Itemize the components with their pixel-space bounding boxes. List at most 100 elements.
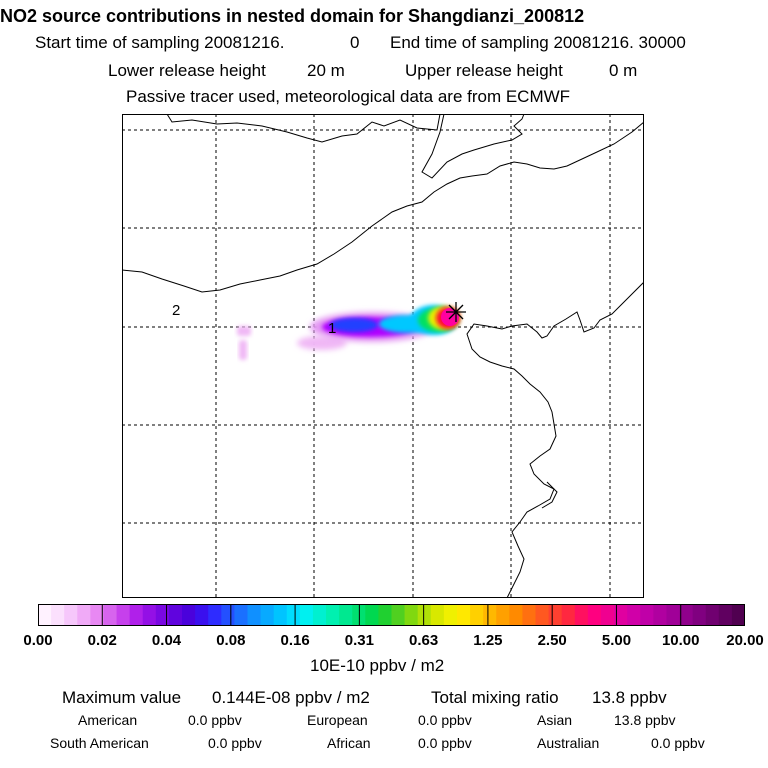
colorbar-tick-label: 2.50 (537, 632, 567, 649)
colorbar-swatch (679, 604, 694, 626)
colorbar-swatch (299, 604, 314, 626)
colorbar-tick-label: 10.00 (661, 632, 700, 649)
colorbar-swatch (522, 604, 537, 626)
colorbar-swatch (208, 604, 222, 626)
colorbar-swatch (666, 604, 681, 626)
note-text: Passive tracer used, meteorological data… (126, 87, 571, 106)
asian-label: Asian (537, 712, 573, 728)
total-mixing-value: 13.8 ppbv (592, 688, 667, 707)
colorbar-swatch (430, 604, 445, 626)
colorbar-swatch (391, 604, 406, 626)
plume-patch (239, 340, 247, 360)
colorbar-tick-label: 0.02 (87, 632, 117, 649)
colorbar-swatch (38, 604, 52, 626)
colorbar-swatch (116, 604, 131, 626)
colorbar-swatch (561, 604, 576, 626)
colorbar-swatch (260, 604, 275, 626)
colorbar-swatch (77, 604, 91, 626)
colorbar-swatch (339, 604, 353, 626)
region-label-2: 2 (172, 302, 180, 319)
colorbar-swatch (535, 604, 550, 626)
colorbar-swatch (496, 604, 510, 626)
colorbar-tick-label: 0.31 (344, 632, 374, 649)
colorbar-swatch (548, 604, 563, 626)
colorbar-swatch (443, 604, 458, 626)
lower-height-label: Lower release height (108, 61, 266, 80)
australian-label: Australian (537, 735, 600, 751)
african-label: African (327, 735, 371, 751)
colorbar-tick-label: 20.00 (726, 632, 764, 649)
african-value: 0.0 ppbv (418, 735, 472, 751)
colorbar-swatch (195, 604, 209, 626)
colorbar-tick-label: 5.00 (601, 632, 632, 649)
colorbar-swatch (365, 604, 379, 626)
plume-patch (330, 318, 378, 332)
colorbar-swatch (731, 604, 745, 626)
grid-lines (122, 114, 644, 598)
map-frame (122, 114, 644, 598)
colorbar-swatch (574, 604, 589, 626)
colorbar-swatch (417, 604, 432, 626)
colorbar-tick-label: 0.16 (280, 632, 310, 649)
colorbar-swatch (483, 604, 497, 626)
colorbar-swatch (326, 604, 340, 626)
colorbar-tick-label: 0.08 (216, 632, 246, 649)
colorbar (38, 604, 745, 626)
plume-patch (237, 326, 251, 336)
european-label: European (307, 712, 368, 728)
australian-value: 0.0 ppbv (651, 735, 705, 751)
colorbar-units: 10E-10 ppbv / m2 (310, 656, 445, 675)
colorbar-swatch (470, 604, 484, 626)
colorbar-swatch (221, 604, 235, 626)
colorbar-swatch (234, 604, 249, 626)
max-value-label: Maximum value (62, 688, 182, 707)
colorbar-swatch (155, 604, 170, 626)
colorbar-swatch (51, 604, 65, 626)
colorbar-swatch (103, 604, 118, 626)
colorbar-swatch (456, 604, 471, 626)
colorbar-tick-label: 1.25 (473, 632, 503, 649)
colorbar-tick-label: 0.00 (23, 632, 53, 649)
colorbar-swatch (182, 604, 196, 626)
south-american-label: South American (50, 735, 149, 751)
colorbar-swatch (614, 604, 628, 626)
upper-height-label: Upper release height (405, 61, 563, 80)
colorbar-swatch (627, 604, 641, 626)
figure-title: NO2 source contributions in nested domai… (0, 6, 585, 26)
colorbar-swatch (718, 604, 733, 626)
start-time-value: 0 (350, 33, 360, 52)
colorbar-swatch (312, 604, 327, 626)
map-panel: 2 1 (122, 114, 644, 598)
total-mixing-label: Total mixing ratio (431, 688, 559, 707)
plume-patch (297, 336, 347, 350)
lower-height-value: 20 m (307, 61, 345, 80)
colorbar-swatch (64, 604, 78, 626)
american-label: American (78, 712, 138, 728)
upper-height-value: 0 m (609, 61, 638, 80)
star-icon (446, 302, 466, 322)
colorbar-swatch (90, 604, 105, 626)
colorbar-tick-label: 0.63 (409, 632, 439, 649)
colorbar-swatch (587, 604, 602, 626)
colorbar-swatch (286, 604, 301, 626)
colorbar-swatch (142, 604, 157, 626)
colorbar-swatch (273, 604, 288, 626)
max-value: 0.144E-08 ppbv / m2 (212, 688, 370, 707)
region-label-1: 1 (328, 320, 336, 337)
colorbar-swatch (404, 604, 419, 626)
coastlines (122, 114, 644, 598)
colorbar-swatch (692, 604, 707, 626)
colorbar-swatch (600, 604, 615, 626)
american-value: 0.0 ppbv (188, 712, 242, 728)
start-time-label: Start time of sampling 20081216. (35, 33, 285, 52)
no2-plume (237, 305, 460, 360)
colorbar-swatch (129, 604, 144, 626)
colorbar-tick-label: 0.04 (151, 632, 182, 649)
colorbar-swatch (653, 604, 668, 626)
south-american-value: 0.0 ppbv (208, 735, 262, 751)
colorbar-frame (38, 604, 745, 626)
colorbar-swatch (378, 604, 393, 626)
colorbar-swatch (705, 604, 720, 626)
colorbar-swatch (247, 604, 262, 626)
colorbar-swatch (168, 604, 183, 626)
